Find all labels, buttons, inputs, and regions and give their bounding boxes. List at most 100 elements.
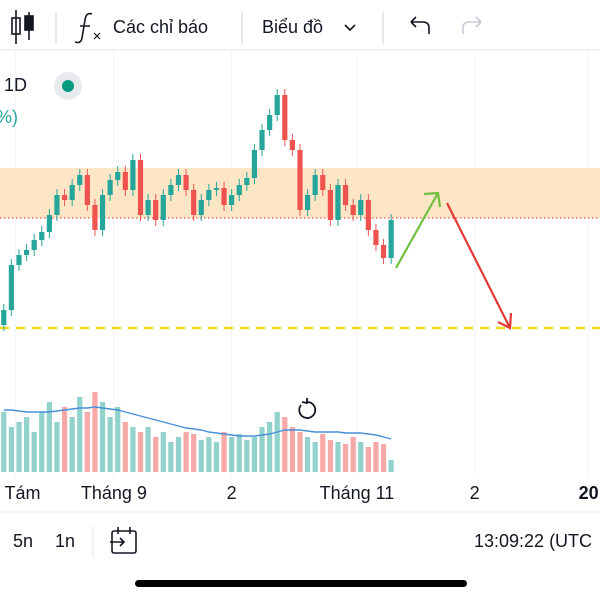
candle-body (69, 185, 75, 200)
volume-bar (122, 422, 128, 472)
volume-bar (259, 427, 265, 472)
goto-date-icon[interactable] (110, 527, 137, 554)
reset-icon (298, 398, 317, 419)
volume-bar (99, 402, 106, 472)
candle-body (274, 95, 280, 115)
volume-bar (69, 417, 75, 472)
volume-bar (282, 417, 288, 472)
toolbar (11, 10, 482, 44)
candle-body (259, 130, 265, 150)
volume-bar (342, 444, 349, 472)
candle-body (358, 200, 364, 215)
candle-body (342, 185, 349, 205)
range-button[interactable]: 1n (55, 531, 75, 551)
candle-body (1, 310, 7, 325)
volume-bar (380, 444, 387, 472)
x-tick-label: 2 (227, 483, 237, 503)
plot-area: g Tám Tháng 9 2 Tháng 11 2 20 (0, 50, 600, 503)
chart-type-button[interactable]: Biểu đồ (262, 17, 323, 37)
volume-bar (39, 412, 45, 472)
candle-body (320, 175, 326, 190)
candle-body (122, 172, 128, 190)
volume-bar (373, 442, 379, 472)
volume-bar (168, 442, 174, 472)
candle-body (191, 190, 197, 215)
candle-body (267, 115, 273, 130)
candle-body (206, 190, 212, 200)
interval-label: 1D (4, 75, 27, 95)
candle-body (92, 205, 98, 230)
volume-bar (130, 427, 136, 472)
range-button[interactable]: 5n (13, 531, 33, 551)
fx-icon[interactable] (74, 12, 93, 44)
candle-body (312, 175, 318, 195)
reset-button[interactable] (290, 392, 324, 426)
calendar-arrow (110, 527, 131, 547)
volume-bar (84, 412, 90, 472)
candle-body (327, 190, 333, 220)
x-tick-label: Tháng 9 (81, 483, 147, 503)
volume-bar (92, 392, 98, 472)
volume-bar (191, 434, 197, 472)
x-tick-label: Tháng 11 (320, 483, 395, 503)
volume-bar (297, 432, 303, 472)
candle-body (137, 160, 144, 215)
volume-bar (107, 417, 113, 472)
candle-body (297, 150, 303, 210)
volume-bar (23, 417, 30, 472)
candle-body (145, 200, 151, 215)
candle-body (304, 195, 311, 210)
candle-body (289, 140, 296, 150)
volume-bar (320, 434, 326, 472)
volume-bar (1, 412, 7, 472)
volume-bar (365, 447, 371, 472)
x-tick-label: g Tám (0, 483, 41, 503)
volume-bar (16, 422, 22, 472)
candle-body (160, 195, 166, 220)
candle-body (221, 188, 227, 205)
candle-body (365, 200, 371, 230)
volume-ma-line (3, 406, 392, 440)
volume-bar (153, 437, 159, 472)
volume-bar (244, 440, 250, 472)
candle-body (168, 185, 174, 195)
undo-icon[interactable] (410, 16, 430, 34)
candle-body (335, 185, 341, 220)
candle-body (380, 245, 387, 258)
status-dot (62, 80, 74, 92)
candle-body (175, 175, 182, 185)
volume-bar (46, 402, 52, 472)
volume-bar (350, 437, 356, 472)
candle-body (77, 175, 83, 185)
candle-icon-body (24, 15, 34, 31)
candle-body (130, 160, 136, 190)
candle-body (23, 250, 30, 255)
volume-bar (335, 442, 341, 472)
volume-bar (213, 442, 220, 472)
volume-bar (289, 427, 296, 472)
candle-body (107, 180, 113, 195)
x-tick-label: 20 (579, 483, 599, 503)
dropdown-icon[interactable] (344, 24, 356, 32)
candle-body (99, 195, 106, 230)
reset-bg (290, 392, 324, 426)
candle-body (236, 185, 242, 195)
volume-bar (145, 427, 151, 472)
volume-bar (115, 407, 121, 472)
volume-bar (221, 432, 227, 472)
volume-bar (206, 437, 212, 472)
redo-icon[interactable] (462, 16, 482, 34)
candle-body (251, 150, 258, 178)
volume-bar (229, 437, 235, 472)
drawn-arrows (395, 191, 513, 330)
down-arrow (446, 202, 513, 330)
candle-icon-body (11, 17, 21, 35)
indicators-button[interactable]: Các chỉ báo (113, 17, 208, 37)
candle-body (213, 188, 220, 190)
candle-body (198, 200, 204, 215)
candle-body (183, 175, 189, 190)
volume-bar (175, 437, 182, 472)
clock: 13:09:22 (UTC (474, 531, 592, 551)
volume-bar (274, 412, 280, 472)
